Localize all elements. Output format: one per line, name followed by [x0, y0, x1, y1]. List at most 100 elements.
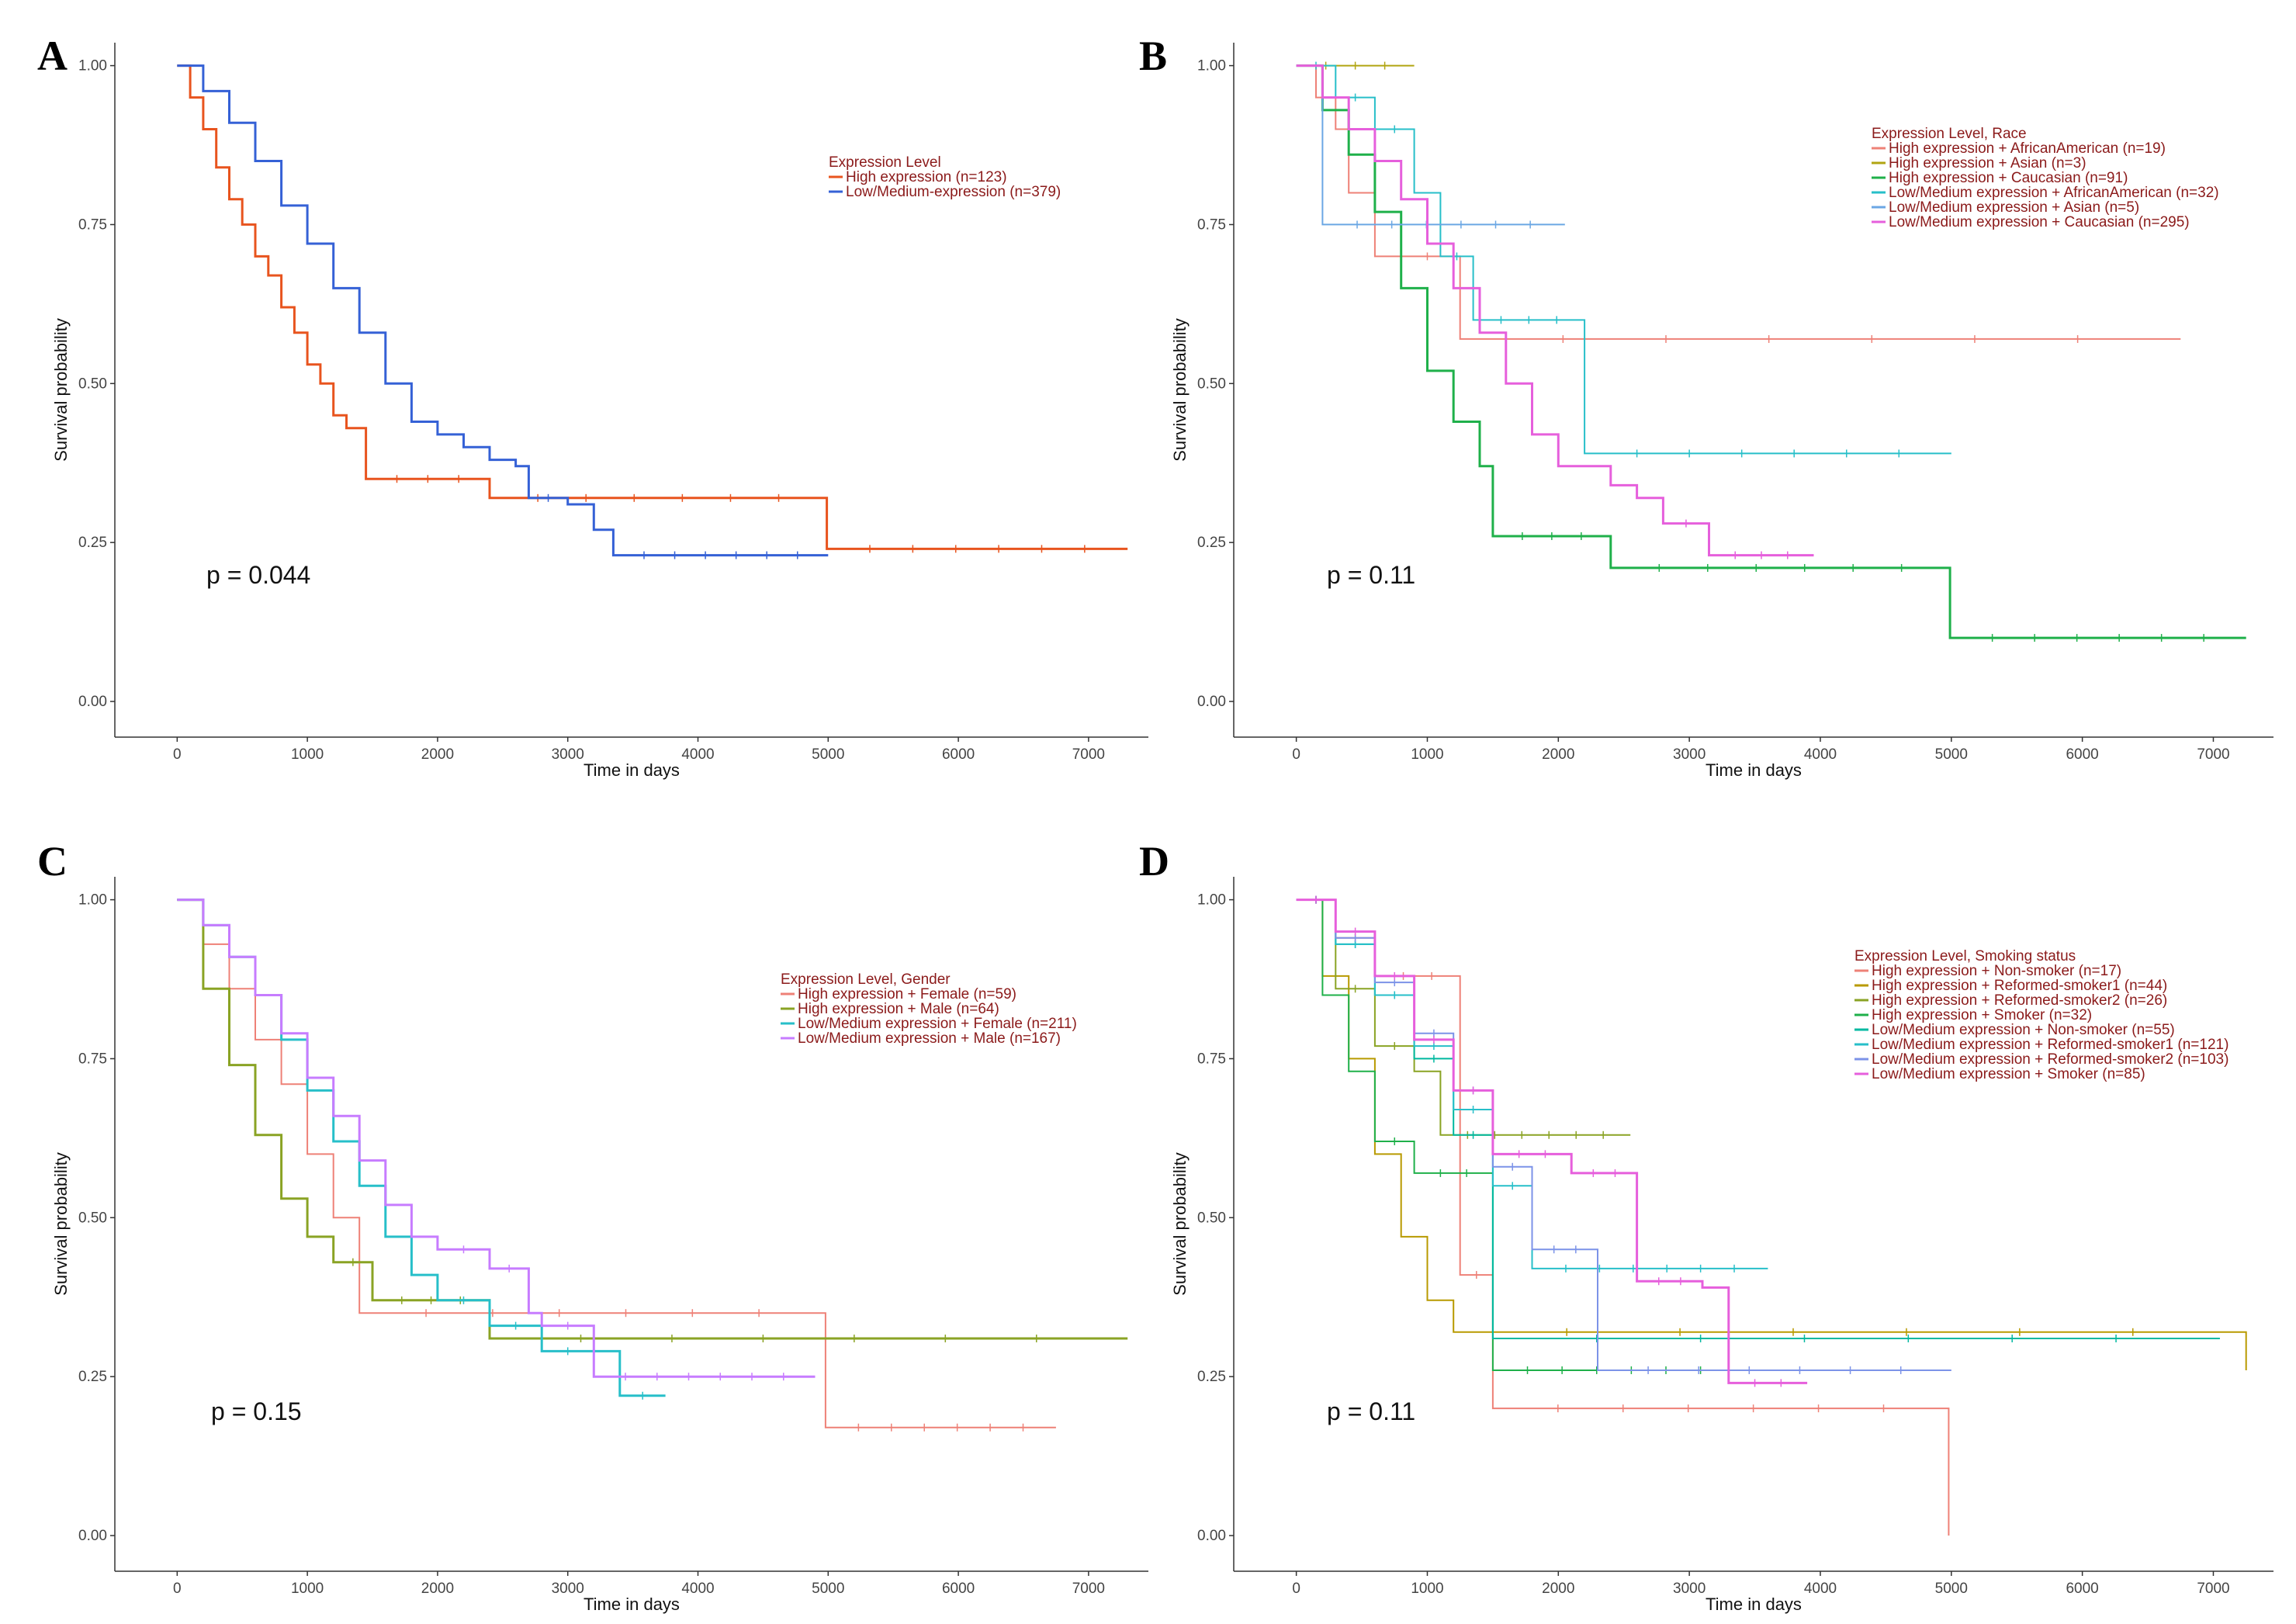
series-line-2: [1296, 899, 2247, 1370]
x-tick-label: 6000: [942, 746, 975, 763]
y-tick-label: 0.25: [1197, 1369, 1226, 1385]
panel-c: C 0.00 0.25 0.50 0.75 1.00 0 1000 2000 3000 4000 50…: [37, 838, 1148, 1614]
y-tick-label: 0.00: [1197, 1528, 1226, 1544]
y-tick-label: 1.00: [78, 58, 107, 74]
x-axis-label: Time in days: [1706, 760, 1802, 780]
legend-entry: Low/Medium expression + Asian (n=5): [1889, 199, 2139, 216]
x-tick-label: 0: [1292, 1581, 1300, 1597]
panel-letter: A: [37, 33, 68, 79]
x-tick-label: 2000: [1542, 746, 1574, 763]
x-axis-label: Time in days: [1706, 1595, 1802, 1614]
x-tick-label: 4000: [681, 746, 714, 763]
p-value: p = 0.044: [206, 561, 310, 589]
legend-title: Expression Level, Smoking status: [1854, 948, 2076, 964]
legend-entry: High expression + Reformed-smoker2 (n=26…: [1872, 992, 2167, 1009]
legend-entry: High expression + Female (n=59): [798, 986, 1016, 1002]
x-tick-label: 1000: [1411, 746, 1443, 763]
y-axis-label: Survival probability: [1170, 1152, 1190, 1296]
legend-entry: High expression + Non-smoker (n=17): [1872, 963, 2121, 979]
panel-a: A 0.00 0.25 0.50 0.75 1.00 0 1000 2000 3000 4000 50…: [37, 33, 1148, 780]
legend-entry: High expression + Reformed-smoker1 (n=44…: [1872, 978, 2167, 994]
x-tick-label: 1000: [291, 1581, 324, 1597]
series-line-1: [177, 64, 1128, 550]
y-tick-label: 0.75: [1197, 1051, 1226, 1067]
x-tick-label: 6000: [2066, 1581, 2098, 1597]
y-tick-label: 1.00: [1197, 58, 1226, 74]
legend-entry: Low/Medium-expression (n=379): [846, 184, 1061, 200]
panel-letter: D: [1139, 838, 1169, 885]
series-line-4: [1296, 64, 1951, 455]
x-tick-label: 6000: [942, 1581, 975, 1597]
panel-letter: B: [1139, 33, 1167, 79]
legend-title: Expression Level, Race: [1872, 126, 2027, 142]
series-line-2: [177, 64, 829, 557]
series-line-2: [177, 899, 1128, 1340]
legend-entry: High expression + AfricanAmerican (n=19): [1889, 140, 2166, 157]
x-tick-label: 5000: [1935, 1581, 1968, 1597]
y-tick-label: 0.50: [78, 1210, 107, 1226]
x-tick-label: 5000: [1935, 746, 1968, 763]
legend-entry: Low/Medium expression + Reformed-smoker1…: [1872, 1037, 2228, 1053]
legend-entry: High expression + Smoker (n=32): [1872, 1007, 2092, 1023]
x-tick-label: 4000: [1804, 746, 1837, 763]
y-tick-label: 1.00: [1197, 892, 1226, 909]
panel-letter: C: [37, 838, 68, 885]
legend-entry: High expression + Asian (n=3): [1889, 155, 2086, 171]
panel-b: B 0.00 0.25 0.50 0.75 1.00 0 1000 2000 3000 4000 50…: [1139, 33, 2273, 780]
series-line-5: [1296, 64, 1565, 226]
y-tick-label: 0.75: [78, 216, 107, 233]
legend-entry: High expression + Caucasian (n=91): [1889, 170, 2128, 186]
x-tick-label: 5000: [812, 746, 844, 763]
series-line-4: [177, 899, 816, 1378]
x-tick-label: 0: [173, 1581, 182, 1597]
x-tick-label: 7000: [1072, 746, 1105, 763]
legend-entry: High expression + Male (n=64): [798, 1001, 999, 1017]
y-tick-label: 0.25: [78, 535, 107, 551]
y-tick-label: 0.00: [78, 694, 107, 710]
x-tick-label: 2000: [421, 1581, 454, 1597]
legend-entry: Low/Medium expression + Reformed-smoker2…: [1872, 1051, 2228, 1068]
y-axis-label: Survival probability: [1170, 318, 1190, 462]
x-tick-label: 3000: [552, 1581, 584, 1597]
legend-title: Expression Level: [829, 154, 941, 171]
x-tick-label: 2000: [421, 746, 454, 763]
x-tick-label: 7000: [1072, 1581, 1105, 1597]
legend-entry: High expression (n=123): [846, 169, 1007, 185]
y-axis-label: Survival probability: [51, 318, 71, 462]
series-line-6: [1296, 64, 1814, 557]
x-tick-label: 0: [173, 746, 182, 763]
x-tick-label: 4000: [681, 1581, 714, 1597]
p-value: p = 0.11: [1327, 561, 1415, 589]
y-tick-label: 0.25: [1197, 535, 1226, 551]
legend-entry: Low/Medium expression + Female (n=211): [798, 1016, 1077, 1032]
panel-d: D 0.00 0.25 0.50 0.75 1.00 0 1000 2000 3000 4000 50…: [1139, 838, 2273, 1614]
x-tick-label: 1000: [291, 746, 324, 763]
x-axis-label: Time in days: [584, 760, 680, 780]
legend-entry: Low/Medium expression + Male (n=167): [798, 1030, 1061, 1047]
series-line-1: [177, 899, 1056, 1428]
x-tick-label: 6000: [2066, 746, 2098, 763]
series-line-8: [1296, 899, 1808, 1384]
x-tick-label: 3000: [1673, 1581, 1706, 1597]
legend-title: Expression Level, Gender: [781, 971, 951, 988]
x-tick-label: 0: [1292, 746, 1300, 763]
x-tick-label: 4000: [1804, 1581, 1837, 1597]
x-axis-label: Time in days: [584, 1595, 680, 1614]
x-tick-label: 1000: [1411, 1581, 1443, 1597]
y-axis-label: Survival probability: [51, 1152, 71, 1296]
series-line-3: [1296, 64, 2246, 639]
y-tick-label: 0.50: [78, 376, 107, 392]
y-tick-label: 0.25: [78, 1369, 107, 1385]
y-tick-label: 0.75: [78, 1051, 107, 1067]
y-tick-label: 0.50: [1197, 376, 1226, 392]
p-value: p = 0.11: [1327, 1397, 1415, 1425]
x-tick-label: 3000: [552, 746, 584, 763]
x-tick-label: 3000: [1673, 746, 1706, 763]
legend-entry: Low/Medium expression + AfricanAmerican …: [1889, 185, 2219, 201]
series-line-3: [1296, 899, 1631, 1136]
legend-entry: Low/Medium expression + Caucasian (n=295…: [1889, 214, 2190, 230]
x-tick-label: 7000: [2197, 746, 2229, 763]
y-tick-label: 1.00: [78, 892, 107, 909]
y-tick-label: 0.50: [1197, 1210, 1226, 1226]
